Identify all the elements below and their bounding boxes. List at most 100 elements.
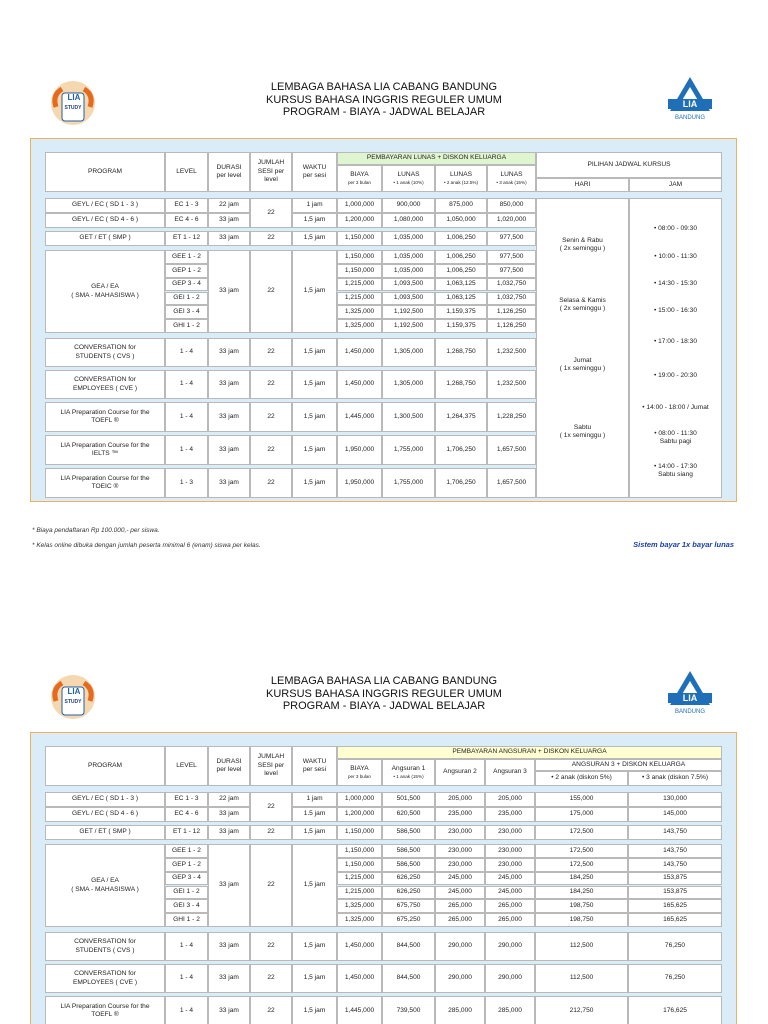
text-line: Selasa & Kamis xyxy=(559,296,606,304)
cell-durasi: 33 jam xyxy=(208,468,250,498)
cell-price: 875,000 xyxy=(435,198,487,213)
text-line: 155,000 xyxy=(569,795,594,803)
cell-price: 230,000 xyxy=(435,844,485,858)
text-line: 1,450,000 xyxy=(344,348,375,356)
header-sub-col: • 3 anak (diskon 7.5%) xyxy=(628,771,722,786)
cell-price: 1,325,000 xyxy=(337,305,382,320)
cell-price: 165,625 xyxy=(628,913,722,927)
cell-level: GEE 1 - 2 xyxy=(165,250,208,264)
text-line: 184,250 xyxy=(569,888,594,896)
text-line: 1,5 jam xyxy=(303,1006,326,1014)
text-line: PILIHAN JADWAL KURSUS xyxy=(587,160,671,168)
text-line: 1,020,000 xyxy=(496,216,527,224)
text-line: Senin & Rabu xyxy=(562,236,603,244)
cell-price: 1,063,125 xyxy=(435,277,487,292)
text-line: 626,250 xyxy=(396,874,421,882)
text-line: WAKTU xyxy=(302,757,327,765)
text-line: LIA Preparation Course for the xyxy=(60,408,150,416)
text-line: • 17:00 - 18:30 xyxy=(653,337,697,345)
text-line: ( 1x seminggu ) xyxy=(559,432,606,439)
text-line: GEYL / EC ( SD 1 - 3 ) xyxy=(71,201,139,209)
text-line: LEVEL xyxy=(176,761,197,769)
cell-durasi: 33 jam xyxy=(208,338,250,367)
text-line: 1,5 jam xyxy=(303,942,326,950)
text-line: GEI 3 - 4 xyxy=(173,308,200,316)
text-line: level xyxy=(264,770,278,778)
schedule-time: • 19:00 - 20:30 xyxy=(629,367,722,385)
text-line: 1,950,000 xyxy=(344,445,375,453)
cell-durasi: 22 jam xyxy=(208,792,250,807)
cell-price: 1,150,000 xyxy=(337,231,382,246)
cell-price: 1,200,000 xyxy=(337,213,382,228)
cell-price: 1,032,750 xyxy=(487,277,536,292)
cell-price: 1,755,000 xyxy=(382,468,435,498)
text-line: 1,000,000 xyxy=(344,795,375,803)
header-schedule: PILIHAN JADWAL KURSUS xyxy=(536,152,722,178)
cell-price: 1,450,000 xyxy=(337,338,382,367)
cell-price: 1,325,000 xyxy=(337,913,382,927)
header-sub-col: • 2 anak (diskon 5%) xyxy=(535,771,628,786)
cell-price: 1,159,375 xyxy=(435,319,487,333)
cell-waktu: 1,5 jam xyxy=(292,435,337,465)
text-line: GET / ET ( SMP ) xyxy=(79,828,131,836)
cell-price: 1,305,000 xyxy=(382,370,435,399)
text-line: 1,706,250 xyxy=(446,478,476,486)
cell-price: 230,000 xyxy=(435,857,485,872)
logo-brand: LIA xyxy=(67,93,81,102)
header-sesi: JUMLAH SESI per level xyxy=(250,746,292,786)
cell-waktu: 1,5 jam xyxy=(292,402,337,432)
header-waktu: WAKTU per sesi xyxy=(292,746,337,786)
footnote: * Kelas online dibuka dengan jumlah pese… xyxy=(32,542,261,549)
text-line: 1,305,000 xyxy=(393,380,424,388)
cell-price: 1,215,000 xyxy=(337,885,382,900)
text-line: 33 jam xyxy=(219,1006,239,1014)
cell-level: 1 - 4 xyxy=(165,964,208,993)
cell-price: 176,625 xyxy=(628,996,722,1024)
text-line: 1,159,375 xyxy=(446,321,476,329)
cell-level: EC 4 - 6 xyxy=(165,807,208,822)
text-line: 1,5 jam xyxy=(303,287,326,295)
text-line: 172,500 xyxy=(569,860,594,868)
cell-level: GEI 3 - 4 xyxy=(165,305,208,320)
cell-price: 1,093,500 xyxy=(382,291,435,306)
text-line: 1,657,500 xyxy=(496,445,527,453)
cell-price: 76,250 xyxy=(628,964,722,993)
text-line: 1,215,000 xyxy=(344,888,375,896)
cell-price: 850,000 xyxy=(487,198,536,213)
text-line: • 08:00 - 11:30 xyxy=(654,429,697,437)
cell-price: 172,500 xyxy=(535,825,628,840)
text-line: 1,755,000 xyxy=(393,445,424,453)
logo-left: LIA STUDY xyxy=(48,671,98,726)
cell-level: ET 1 - 12 xyxy=(165,231,208,246)
cell-program: LIA Preparation Course for the TOEIC ® xyxy=(45,468,165,498)
text-line: LUNAS xyxy=(397,171,420,179)
text-line: 1,445,000 xyxy=(344,1006,375,1014)
text-line: 586,500 xyxy=(396,846,421,854)
logo-mark xyxy=(670,671,710,705)
cell-price: 165,625 xyxy=(628,899,722,914)
text-line: 1.5 jam xyxy=(303,810,326,818)
header-sub-group: ANGSURAN 3 + DISKON KELUARGA xyxy=(535,759,722,771)
text-line: PROGRAM - BIAYA - JADWAL BELAJAR xyxy=(282,106,486,118)
schedule-jam-box xyxy=(629,198,722,498)
cell-program: GEA / EA( SMA - MAHASISWA ) xyxy=(45,844,165,927)
cell-waktu: 1 jam xyxy=(292,198,337,213)
text-line: 112,500 xyxy=(569,974,594,982)
text-line: 1,200,000 xyxy=(344,216,375,224)
text-line: 1,035,000 xyxy=(393,234,424,242)
header-pay-col: LUNAS • 2 anak (12.5%) xyxy=(435,165,487,192)
text-line: 165,625 xyxy=(663,902,687,910)
cell-waktu: 1,5 jam xyxy=(292,468,337,498)
text-line: TOEFL ® xyxy=(91,417,119,424)
cell-waktu: 1,5 jam xyxy=(292,844,337,927)
cell-price: 977,500 xyxy=(487,250,536,264)
cell-price: 844,500 xyxy=(382,964,435,993)
text-line: 1,006,250 xyxy=(446,234,476,242)
text-line: ANGSURAN 3 + DISKON KELUARGA xyxy=(571,760,686,768)
cell-price: 1,657,500 xyxy=(487,468,536,498)
header-pay-group: PEMBAYARAN LUNAS + DISKON KELUARGA xyxy=(337,152,536,165)
text-line: per sesi xyxy=(302,766,327,773)
logo-mark xyxy=(670,77,710,111)
text-line: 1 - 4 xyxy=(179,380,194,388)
text-line: 850,000 xyxy=(499,201,524,209)
